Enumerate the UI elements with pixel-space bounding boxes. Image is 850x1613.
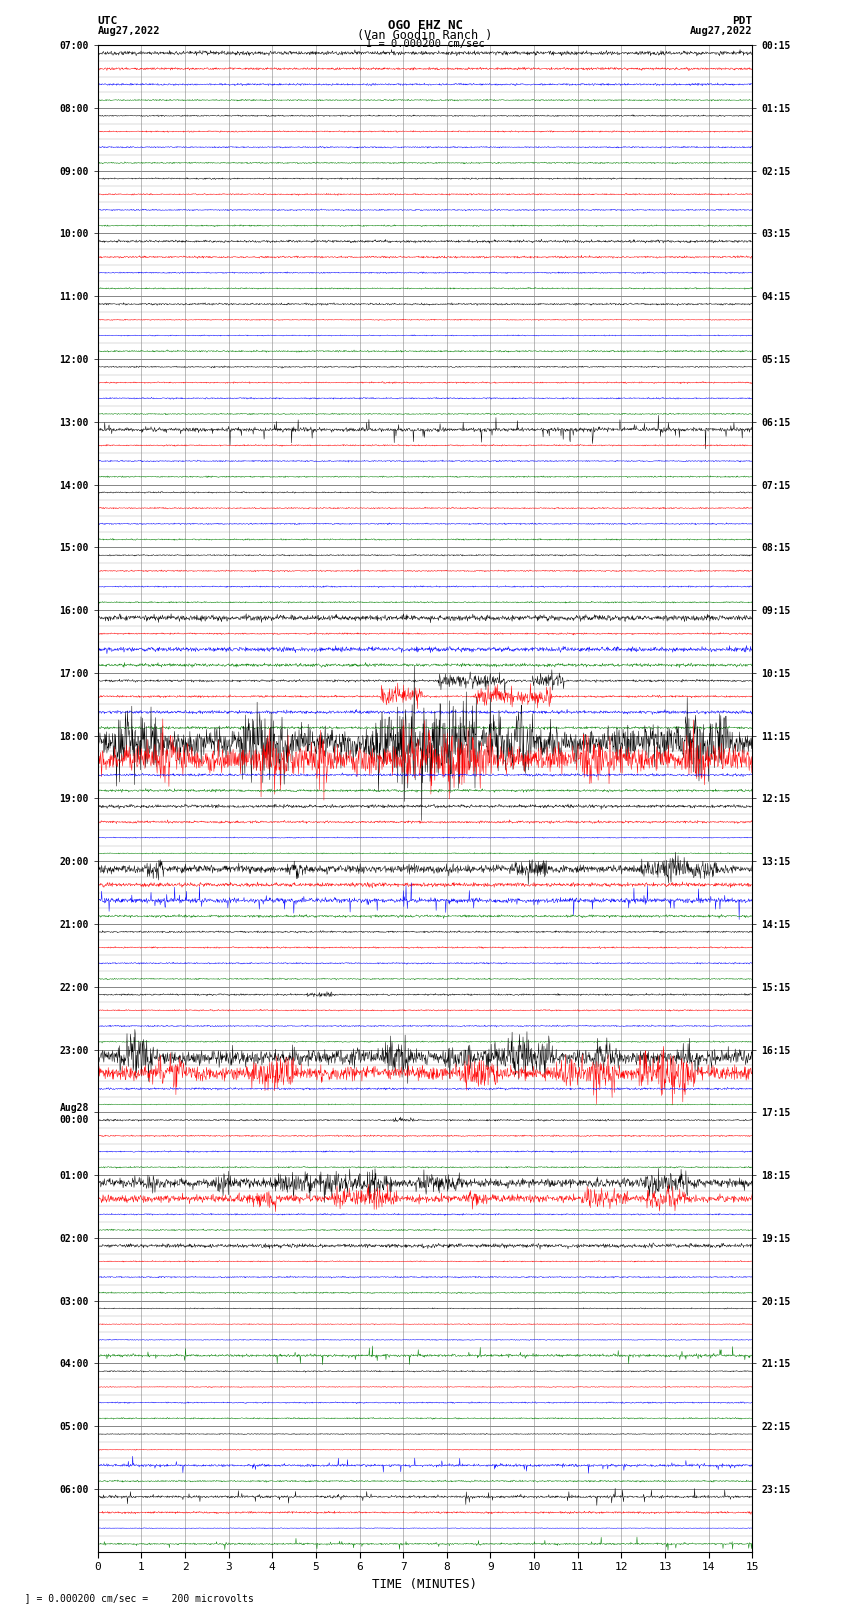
X-axis label: TIME (MINUTES): TIME (MINUTES) <box>372 1578 478 1590</box>
Text: I = 0.000200 cm/sec: I = 0.000200 cm/sec <box>366 39 484 48</box>
Text: Aug27,2022: Aug27,2022 <box>689 26 752 35</box>
Text: OGO EHZ NC: OGO EHZ NC <box>388 19 462 32</box>
Text: Aug27,2022: Aug27,2022 <box>98 26 161 35</box>
Text: UTC: UTC <box>98 16 118 26</box>
Text: (Van Goodin Ranch ): (Van Goodin Ranch ) <box>357 29 493 42</box>
Text: PDT: PDT <box>732 16 752 26</box>
Text: ] = 0.000200 cm/sec =    200 microvolts: ] = 0.000200 cm/sec = 200 microvolts <box>13 1594 253 1603</box>
